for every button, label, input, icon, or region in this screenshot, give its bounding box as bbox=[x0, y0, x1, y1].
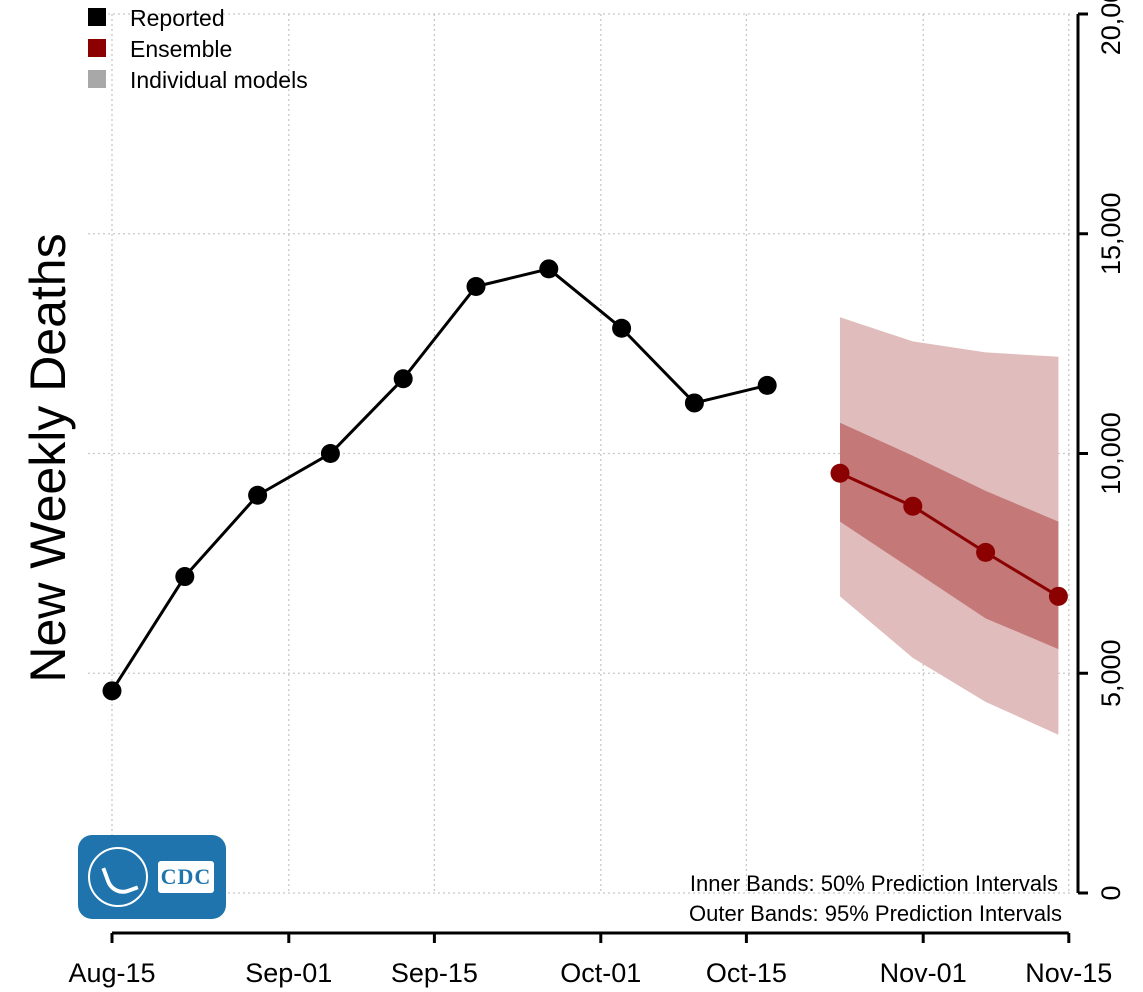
prediction-bands bbox=[840, 317, 1059, 735]
axes: Aug-15 Sep-01 Sep-15 Oct-01 Oct-15 Nov-01 Nov-… bbox=[68, 0, 1126, 988]
legend: Reported Ensemble Individual models bbox=[88, 5, 308, 93]
series-layer bbox=[102, 259, 1068, 701]
y-tick-label: 20,000 bbox=[1096, 0, 1126, 55]
ensemble-point bbox=[1048, 586, 1068, 606]
reported-point bbox=[393, 369, 413, 389]
x-tick-label: Oct-01 bbox=[560, 958, 641, 988]
ensemble-point bbox=[903, 496, 923, 516]
cdc-wordmark-icon: CDC bbox=[158, 861, 214, 893]
y-axis-label: New Weekly Deaths bbox=[20, 233, 76, 682]
reported-point bbox=[684, 393, 704, 413]
legend-label-ensemble: Ensemble bbox=[130, 36, 232, 62]
legend-label-reported: Reported bbox=[130, 5, 225, 31]
reported-point bbox=[466, 276, 486, 296]
ensemble-line bbox=[839, 471, 1060, 598]
legend-swatch-reported bbox=[88, 8, 106, 26]
legend-label-individual-models: Individual models bbox=[130, 67, 308, 93]
y-tick-label: 10,000 bbox=[1096, 412, 1126, 495]
hhs-seal-icon bbox=[88, 847, 148, 907]
legend-swatch-ensemble bbox=[88, 39, 106, 57]
ensemble-point bbox=[976, 542, 996, 562]
x-tick-label: Sep-15 bbox=[391, 958, 478, 988]
reported-point bbox=[102, 681, 122, 701]
reported-point bbox=[175, 567, 195, 587]
x-tick-label: Nov-15 bbox=[1025, 958, 1112, 988]
x-tick-label: Sep-01 bbox=[245, 958, 332, 988]
reported-point bbox=[612, 318, 632, 338]
x-tick-label: Aug-15 bbox=[68, 958, 155, 988]
y-tick-label: 0 bbox=[1096, 885, 1126, 900]
legend-swatch-individual-models bbox=[88, 70, 106, 88]
annotation-outer-bands: Outer Bands: 95% Prediction Intervals bbox=[689, 901, 1062, 926]
cdc-logo: CDC bbox=[78, 835, 226, 919]
grid-lines bbox=[88, 13, 1070, 894]
reported-point bbox=[757, 375, 777, 395]
y-tick-label: 5,000 bbox=[1096, 639, 1126, 707]
reported-line bbox=[110, 267, 768, 692]
annotation-inner-bands: Inner Bands: 50% Prediction Intervals bbox=[690, 871, 1058, 896]
x-tick-label: Nov-01 bbox=[880, 958, 967, 988]
reported-point bbox=[539, 259, 559, 279]
ensemble-50-band bbox=[840, 422, 1059, 650]
x-tick-label: Oct-15 bbox=[706, 958, 787, 988]
y-tick-label: 15,000 bbox=[1096, 192, 1126, 275]
reported-point bbox=[320, 444, 340, 463]
reported-point bbox=[248, 485, 268, 505]
ensemble-point bbox=[830, 463, 850, 483]
